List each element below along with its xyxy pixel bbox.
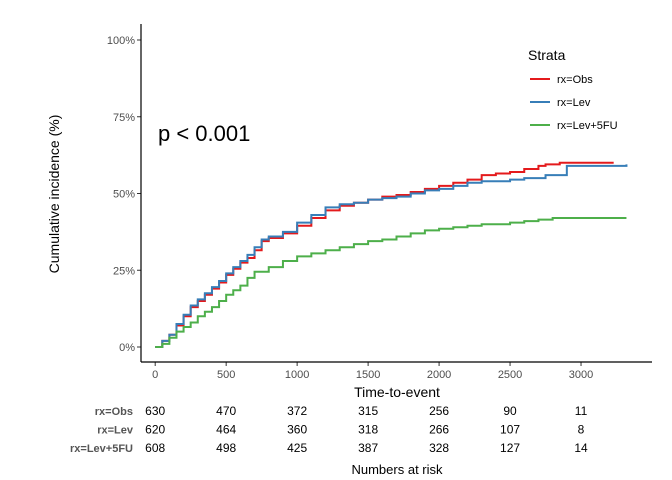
risk-cell: 328 — [429, 441, 449, 455]
y-tick-label: 50% — [113, 189, 135, 201]
x-tick-label: 2000 — [427, 369, 451, 381]
risk-table-title: Numbers at risk — [351, 462, 443, 477]
risk-cell: 620 — [145, 423, 165, 437]
legend-label: rx=Lev+5FU — [557, 120, 618, 132]
risk-row-label: rx=Lev+5FU — [70, 443, 133, 455]
series-line-1 — [155, 161, 614, 348]
risk-cell: 630 — [145, 404, 165, 418]
series-line-2 — [155, 164, 628, 348]
series-line-3 — [155, 217, 627, 348]
x-tick-label: 3000 — [569, 369, 593, 381]
x-tick-label: 1500 — [356, 369, 380, 381]
y-tick-label: 0% — [119, 342, 135, 354]
y-tick-label: 25% — [113, 265, 135, 277]
legend-label: rx=Lev — [557, 97, 591, 109]
risk-cell: 107 — [500, 423, 520, 437]
risk-cell: 8 — [578, 423, 585, 437]
risk-cell: 318 — [358, 423, 378, 437]
risk-row-label: rx=Lev — [97, 425, 134, 437]
risk-cell: 266 — [429, 423, 449, 437]
x-tick-label: 2500 — [498, 369, 522, 381]
risk-cell: 11 — [575, 404, 588, 418]
risk-cell: 14 — [574, 441, 588, 455]
legend: Strata rx=Obs rx=Lev rx=Lev+5FU — [528, 47, 618, 132]
risk-cell: 360 — [287, 423, 307, 437]
risk-row-label: rx=Obs — [95, 406, 133, 418]
legend-title: Strata — [528, 47, 566, 63]
p-value-annotation: p < 0.001 — [158, 121, 250, 146]
risk-cell: 425 — [287, 441, 307, 455]
risk-cell: 256 — [429, 404, 449, 418]
risk-table: rx=Obs 630 470 372 315 256 90 11 rx=Lev 620 464 360… — [70, 404, 588, 455]
x-tick-label: 500 — [217, 369, 235, 381]
y-axis-label: Cumulative incidence (%) — [46, 115, 62, 274]
series-lines — [155, 161, 628, 348]
y-axis-ticks: 0% 25% 50% 75% 100% — [107, 35, 141, 354]
risk-cell: 470 — [216, 404, 236, 418]
legend-items: rx=Obs rx=Lev rx=Lev+5FU — [530, 74, 618, 132]
risk-cell: 498 — [216, 441, 236, 455]
y-tick-label: 75% — [113, 112, 135, 124]
x-axis-ticks: 0 500 1000 1500 2000 2500 3000 — [152, 362, 593, 381]
risk-cell: 90 — [503, 404, 517, 418]
risk-cell: 464 — [216, 423, 236, 437]
legend-label: rx=Obs — [557, 74, 593, 86]
risk-cell: 372 — [287, 404, 307, 418]
risk-cell: 127 — [500, 441, 520, 455]
risk-cell: 387 — [358, 441, 378, 455]
x-tick-label: 0 — [152, 369, 158, 381]
x-axis-label: Time-to-event — [354, 384, 440, 400]
risk-cell: 315 — [358, 404, 378, 418]
x-tick-label: 1000 — [285, 369, 309, 381]
risk-cell: 608 — [145, 441, 165, 455]
y-tick-label: 100% — [107, 35, 135, 47]
